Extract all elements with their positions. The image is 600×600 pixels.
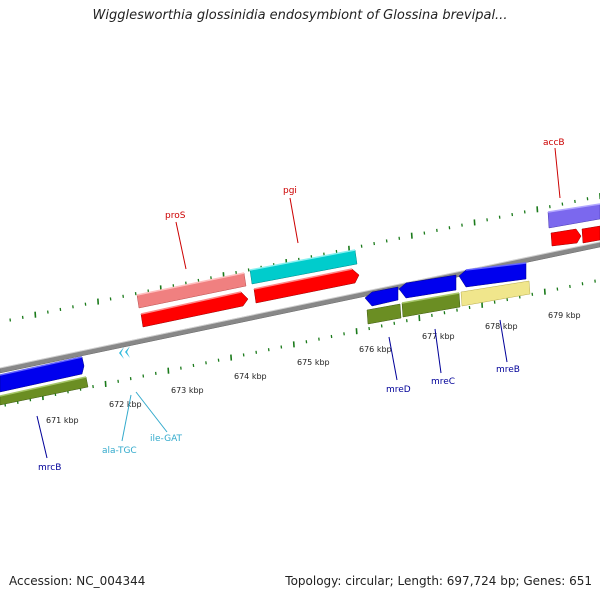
gene-red-arrow[interactable]: [550, 228, 582, 247]
gene-label-accB: accB: [543, 138, 565, 148]
kbp-label: 671 kbp: [46, 416, 79, 425]
kbp-label: 679 kbp: [548, 311, 581, 320]
tick-row-lower: [4, 279, 596, 407]
leader-line: [388, 336, 398, 381]
gene-label-ile-GAT: ile-GAT: [150, 434, 183, 444]
gene-mreC[interactable]: [398, 274, 457, 299]
trna-marker[interactable]: [119, 347, 124, 359]
gene-label-proS: proS: [165, 211, 186, 221]
kbp-label: 672 kbp: [109, 400, 142, 409]
gene-label-mreC: mreC: [431, 377, 455, 387]
leader-line: [289, 197, 299, 244]
kbp-label: 675 kbp: [297, 358, 330, 367]
leader-line: [434, 328, 442, 374]
leader-line: [36, 415, 48, 459]
leader-line: [135, 391, 168, 433]
trna-marker[interactable]: [125, 346, 130, 358]
gene-label-mrcB: mrcB: [38, 463, 61, 473]
gene-green-bar[interactable]: [366, 303, 402, 325]
gene-label-mreD: mreD: [386, 385, 411, 395]
kbp-label: 677 kbp: [422, 332, 455, 341]
leader-line: [121, 394, 132, 442]
gene-red-arrow[interactable]: [581, 225, 600, 244]
map-title: Wigglesworthia glossinidia endosymbiont …: [92, 8, 508, 23]
gene-label-mreB: mreB: [496, 365, 520, 375]
gene-yellow-bar[interactable]: [460, 280, 531, 307]
accession-text: Accession: NC_004344: [9, 574, 146, 588]
genome-summary-text: Topology: circular; Length: 697,724 bp; …: [285, 574, 592, 588]
kbp-label: 673 kbp: [171, 386, 204, 395]
gene-label-ala-TGC: ala-TGC: [102, 446, 137, 456]
tick-row-upper: [9, 193, 600, 322]
kbp-label: 676 kbp: [359, 345, 392, 354]
leader-line: [175, 221, 187, 270]
leader-line: [499, 319, 508, 363]
leader-line: [554, 147, 561, 199]
kbp-label: 674 kbp: [234, 372, 267, 381]
gene-label-pgi: pgi: [283, 186, 297, 196]
gene-mreD[interactable]: [364, 286, 399, 307]
